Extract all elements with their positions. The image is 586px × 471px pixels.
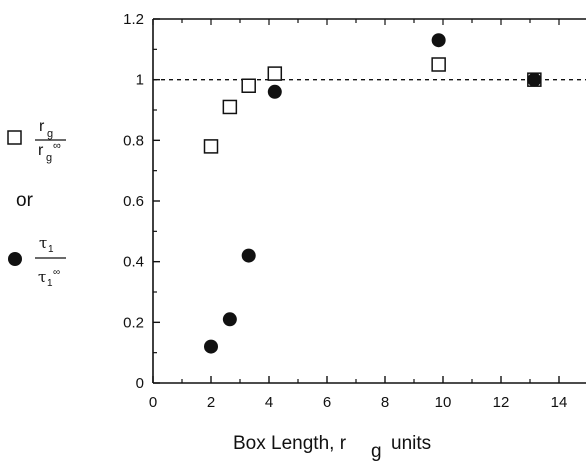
x-tick-label: 14 — [551, 394, 568, 411]
legend-r-numerator-sub: g — [47, 128, 53, 140]
legend-r-denominator: r — [38, 142, 44, 159]
x-tick-label: 0 — [149, 394, 157, 411]
y-tick-label: 0.4 — [123, 254, 144, 271]
x-tick-label: 2 — [207, 394, 215, 411]
y-tick-label: 1.2 — [123, 11, 144, 28]
x-tick-label: 10 — [435, 394, 452, 411]
y-tick-label: 0 — [136, 375, 144, 392]
data-point-circle — [267, 84, 282, 99]
legend-tau-denominator-sup: ∞ — [53, 267, 60, 278]
legend-r-numerator: r — [39, 118, 45, 135]
x-axis-label-prefix: Box Length, r — [233, 433, 347, 454]
data-point-square — [431, 57, 446, 72]
legend-tau-numerator: τ — [39, 234, 47, 252]
y-tick-label: 0.6 — [123, 193, 144, 210]
legend-tau-numerator-sub: 1 — [48, 244, 54, 255]
legend-r-denominator-sub: g — [46, 152, 52, 164]
legend-connector-or: or — [16, 190, 34, 211]
x-axis-label-subscript: g — [371, 441, 382, 462]
data-point-circle — [241, 248, 256, 263]
data-point-square — [267, 66, 283, 81]
data-point-circle — [431, 33, 446, 48]
x-tick-label: 12 — [493, 394, 510, 411]
y-axis-label: r g r g ∞ or τ 1 τ 1 ∞ — [7, 118, 66, 289]
data-points — [203, 33, 542, 354]
y-tick-label: 1 — [136, 72, 144, 89]
y-tick-label: 0.8 — [123, 132, 144, 149]
data-point-circle — [527, 72, 542, 87]
legend-marker-circle — [8, 252, 22, 266]
x-tick-label: 4 — [265, 394, 273, 411]
data-point-square — [222, 99, 238, 115]
data-point-square — [203, 139, 219, 154]
legend-tau-denominator-sub: 1 — [47, 278, 53, 289]
data-point-square — [241, 78, 256, 93]
x-axis-label-suffix: units — [391, 433, 431, 454]
x-axis-label: Box Length, r g units — [233, 433, 431, 462]
axes: 0 0.2 0.4 0.6 0.8 1 1.2 0 2 4 6 8 10 12 14 — [123, 11, 586, 411]
x-tick-label: 8 — [381, 394, 389, 411]
legend-marker-square — [7, 130, 22, 145]
x-tick-label: 6 — [323, 394, 331, 411]
y-tick-label: 0.2 — [123, 314, 144, 331]
data-point-circle — [204, 339, 218, 354]
legend-r-denominator-sup: ∞ — [53, 140, 61, 152]
legend-tau-denominator: τ — [38, 268, 46, 286]
data-point-circle — [222, 312, 237, 327]
